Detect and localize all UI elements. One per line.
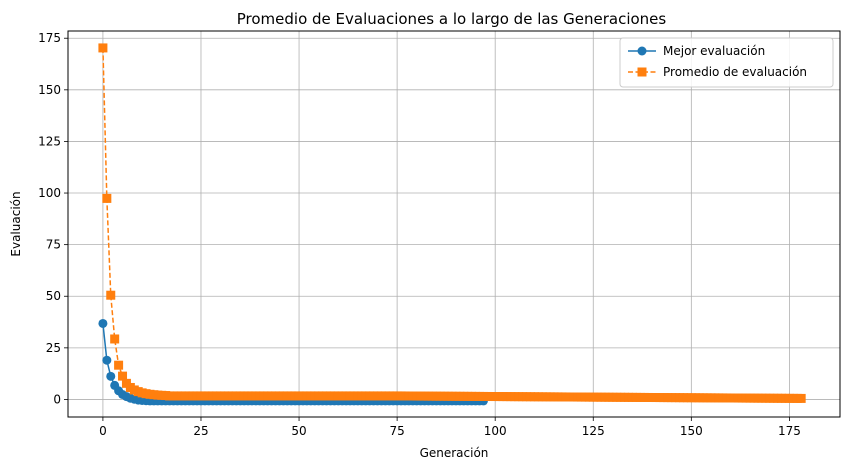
x-axis-label: Generación [420,446,489,460]
x-tick-label: 150 [680,424,703,438]
y-tick-label: 150 [38,83,61,97]
x-tick-label: 125 [582,424,605,438]
series-layer [98,43,806,406]
plot-area-frame [67,30,841,418]
series-line-mejor [102,323,484,402]
y-tick-label: 25 [46,341,61,355]
x-tick-label: 50 [291,424,306,438]
y-tick-label: 75 [46,238,61,252]
series-line-promedio [102,47,802,400]
legend: Mejor evaluación Promedio de evaluación [619,37,834,88]
data-point-promedio [102,193,112,203]
legend-label-mejor: Mejor evaluación [663,44,765,58]
data-point-promedio [110,334,120,344]
legend-box [619,37,834,88]
x-tick-label: 100 [484,424,507,438]
y-axis: 0 25 50 75 100 125 150 175 [38,31,68,406]
legend-marker-promedio [637,67,647,77]
data-point-promedio [106,290,116,300]
y-tick-label: 125 [38,134,61,148]
x-tick-label: 75 [389,424,404,438]
grid [68,31,840,417]
y-tick-label: 0 [53,392,61,406]
data-point-promedio [118,371,128,381]
y-tick-label: 100 [38,186,61,200]
y-tick-label: 175 [38,31,61,45]
chart-title: Promedio de Evaluaciones a lo largo de l… [237,10,667,28]
data-point-mejor [98,318,108,328]
y-tick-label: 50 [46,289,61,303]
x-tick-label: 25 [193,424,208,438]
x-axis: 0 25 50 75 100 125 150 175 [99,417,801,438]
x-tick-label: 175 [778,424,801,438]
data-point-promedio [796,393,806,403]
legend-label-promedio: Promedio de evaluación [663,65,807,79]
x-tick-label: 0 [99,424,107,438]
y-axis-label: Evaluación [9,191,23,256]
data-point-promedio [98,43,108,53]
data-point-mejor [106,371,116,381]
legend-marker-mejor [637,46,647,56]
data-point-mejor [102,355,112,365]
data-point-promedio [114,360,124,370]
